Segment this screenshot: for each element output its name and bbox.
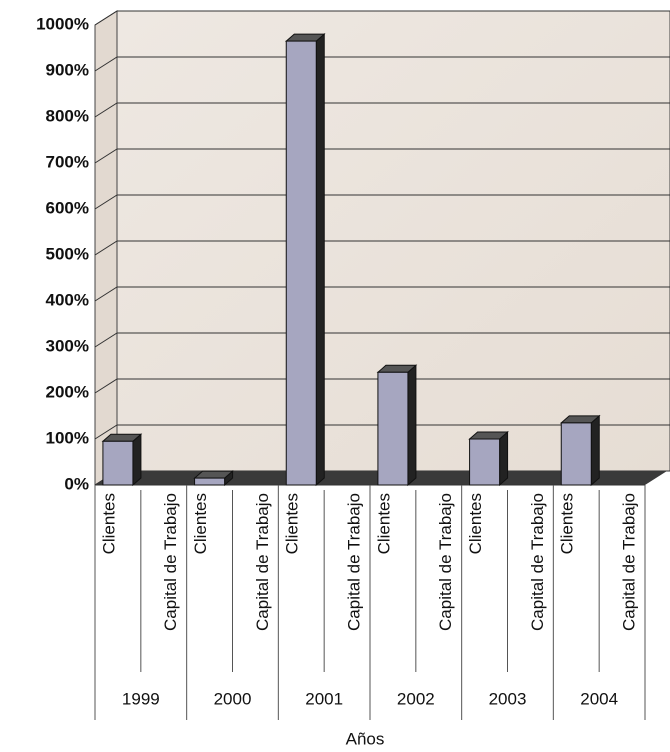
y-tick-label: 800% bbox=[46, 106, 89, 125]
grid-line bbox=[94, 56, 670, 72]
group-label: 2000 bbox=[214, 689, 252, 708]
y-tick-label: 1000% bbox=[36, 14, 89, 33]
bar-side bbox=[407, 364, 417, 487]
y-tick-label: 600% bbox=[46, 198, 89, 217]
group-label: 2002 bbox=[397, 689, 435, 708]
grid-line bbox=[94, 240, 670, 256]
bar bbox=[469, 438, 501, 486]
bar bbox=[560, 422, 592, 486]
x-tick-label: Clientes bbox=[466, 493, 485, 554]
y-tick-label: 900% bbox=[46, 60, 89, 79]
x-tick-label: Clientes bbox=[191, 493, 210, 554]
x-tick-label: Clientes bbox=[283, 493, 302, 554]
x-tick-label: Capital de Trabajo bbox=[620, 493, 639, 631]
group-label: 2001 bbox=[305, 689, 343, 708]
grid-line bbox=[94, 194, 670, 210]
grid-line bbox=[94, 102, 670, 118]
x-tick-label: Clientes bbox=[558, 493, 577, 554]
bar-side bbox=[315, 32, 325, 487]
bar bbox=[102, 440, 134, 486]
bar bbox=[285, 40, 317, 486]
x-tick-label: Capital de Trabajo bbox=[436, 493, 455, 631]
y-tick-label: 400% bbox=[46, 290, 89, 309]
y-tick-label: 200% bbox=[46, 382, 89, 401]
group-label: 1999 bbox=[122, 689, 160, 708]
x-tick-label: Capital de Trabajo bbox=[161, 493, 180, 631]
grid-line bbox=[94, 332, 670, 348]
y-tick-label: 300% bbox=[46, 336, 89, 355]
bar-side bbox=[590, 414, 600, 487]
group-label: 2003 bbox=[489, 689, 527, 708]
x-tick-label: Capital de Trabajo bbox=[345, 493, 364, 631]
x-axis-title: Años bbox=[346, 729, 385, 748]
y-tick-label: 0% bbox=[64, 474, 89, 493]
x-tick-label: Clientes bbox=[99, 493, 118, 554]
grid-line bbox=[94, 10, 670, 26]
bar bbox=[194, 477, 226, 486]
y-tick-label: 700% bbox=[46, 152, 89, 171]
bar bbox=[377, 371, 409, 486]
x-tick-label: Capital de Trabajo bbox=[528, 493, 547, 631]
y-tick-label: 100% bbox=[46, 428, 89, 447]
bar-side bbox=[499, 430, 509, 487]
x-tick-label: Clientes bbox=[374, 493, 393, 554]
grid-line bbox=[94, 378, 670, 394]
group-label: 2004 bbox=[580, 689, 618, 708]
y-tick-label: 500% bbox=[46, 244, 89, 263]
x-tick-label: Capital de Trabajo bbox=[253, 493, 272, 631]
bar-side bbox=[132, 433, 142, 487]
grid-line bbox=[94, 286, 670, 302]
grid-line bbox=[94, 148, 670, 164]
grid-line bbox=[94, 424, 670, 440]
